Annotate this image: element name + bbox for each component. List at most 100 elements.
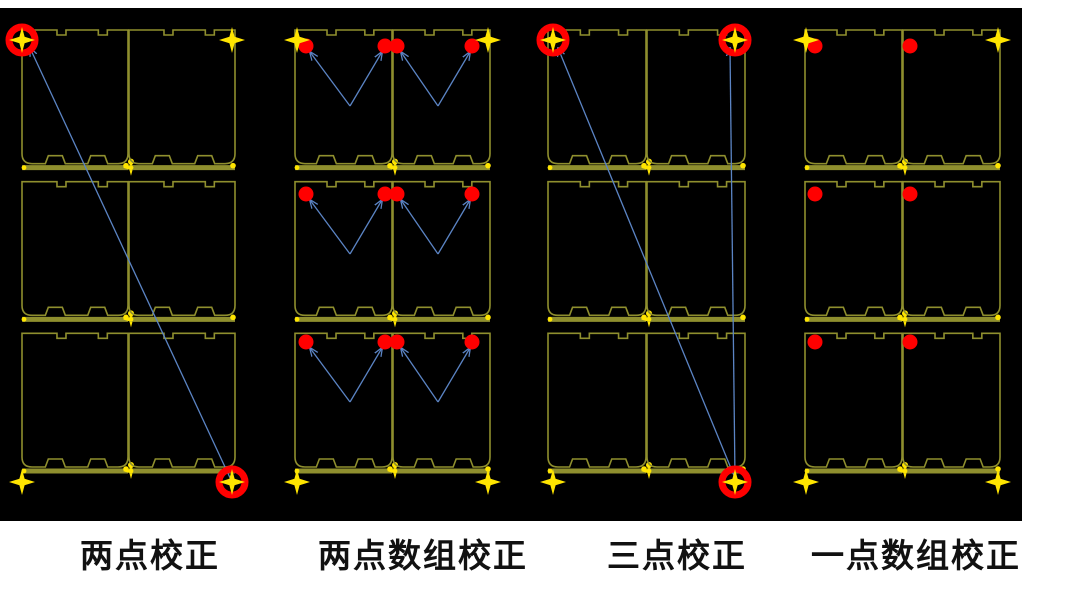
rail-fiducial-dot: [740, 162, 746, 169]
calibration-arrow: [437, 52, 470, 107]
rail-fiducial-dot: [230, 314, 236, 321]
rail-fiducial-dot: [804, 165, 810, 171]
panel-4-markers: [793, 27, 1011, 495]
rail-fiducial-dot: [547, 316, 553, 322]
calibration-arrow: [401, 200, 439, 255]
red-point-marker[interactable]: [389, 38, 405, 54]
rail-fiducial-dot: [995, 162, 1001, 169]
sub-board-outline: [646, 332, 746, 468]
black-canvas: [0, 8, 1022, 521]
sub-board-outline: [902, 29, 1001, 165]
sub-board-outline: [21, 332, 129, 468]
rail-fiducial-dot: [902, 165, 908, 171]
sub-board-outline: [902, 332, 1001, 468]
rail-fiducial-dot: [21, 165, 27, 171]
rail-fiducial-dot: [646, 165, 652, 171]
sub-board-outline: [21, 29, 129, 165]
calibration-arrow: [401, 52, 439, 107]
red-point-marker[interactable]: [298, 186, 314, 202]
sub-board-outline: [128, 332, 236, 468]
calibration-arrow: [437, 200, 470, 255]
red-point-marker[interactable]: [389, 186, 405, 202]
sub-board-outline: [21, 180, 129, 317]
calibration-arrow: [401, 348, 439, 403]
rail-fiducial-dot: [128, 468, 134, 474]
rail-fiducial-dot: [128, 165, 134, 171]
rail-fiducial-dot: [740, 314, 746, 321]
red-point-marker[interactable]: [464, 38, 480, 54]
rail-fiducial-dot: [995, 314, 1001, 321]
red-point-marker[interactable]: [807, 334, 823, 350]
rail-fiducial-dot: [230, 162, 236, 169]
rail-fiducial-dot: [547, 165, 553, 171]
sub-board-outline: [547, 29, 647, 165]
rail-fiducial-dot: [21, 316, 27, 322]
sub-board-outline: [392, 332, 491, 468]
fiducial-star-icon[interactable]: [985, 27, 1011, 53]
sub-board-outline: [804, 332, 903, 468]
calibration-arrow: [349, 52, 382, 107]
red-point-marker[interactable]: [389, 334, 405, 350]
rail-fiducial-dot: [646, 468, 652, 474]
red-point-marker[interactable]: [464, 334, 480, 350]
red-point-marker[interactable]: [377, 186, 393, 202]
sub-board-outline: [128, 180, 236, 317]
caption-panel-3: 三点校正: [607, 539, 747, 575]
sub-board-outline: [902, 180, 1001, 317]
calibration-arrow: [437, 348, 470, 403]
rail-fiducial-dot: [646, 316, 652, 322]
rail-fiducial-dot: [392, 468, 398, 474]
sub-board-outline: [294, 29, 393, 165]
red-point-marker[interactable]: [902, 186, 918, 202]
panel-1-arrows: [30, 48, 233, 483]
red-point-marker[interactable]: [298, 334, 314, 350]
sub-board-outline: [804, 29, 903, 165]
panel-2-arrows: [310, 52, 470, 403]
calibration-arrow: [349, 348, 382, 403]
red-point-marker[interactable]: [902, 38, 918, 54]
caption-panel-2: 两点数组校正: [318, 539, 528, 575]
calibration-arrow: [310, 200, 351, 255]
rail-fiducial-dot: [902, 468, 908, 474]
sub-board-outline: [294, 180, 393, 317]
rail-fiducial-dot: [392, 165, 398, 171]
calibration-arrow: [349, 200, 382, 255]
sub-board-outline: [547, 332, 647, 468]
sub-board-outline: [646, 180, 746, 317]
sub-board-outline: [547, 180, 647, 317]
rail-fiducial-dot: [485, 162, 491, 169]
rail-fiducial-dot: [902, 316, 908, 322]
panel-4-boards: [804, 29, 1001, 480]
caption-panel-1: 两点校正: [80, 539, 220, 575]
calibration-arrow: [558, 48, 736, 479]
sub-board-outline: [804, 180, 903, 317]
red-point-marker[interactable]: [377, 334, 393, 350]
caption-panel-4: 一点数组校正: [811, 539, 1021, 575]
calibration-arrow: [730, 48, 736, 479]
red-point-marker[interactable]: [807, 186, 823, 202]
rail-fiducial-dot: [294, 316, 300, 322]
sub-board-outline: [392, 29, 491, 165]
calibration-arrow: [30, 48, 233, 483]
rail-fiducial-dot: [804, 316, 810, 322]
fiducial-star-icon[interactable]: [475, 27, 501, 53]
red-point-marker[interactable]: [377, 38, 393, 54]
caption-row: 两点校正 两点数组校正 三点校正 一点数组校正: [0, 524, 1065, 590]
sub-board-outline: [294, 332, 393, 468]
calibration-arrow: [310, 52, 351, 107]
red-point-marker[interactable]: [902, 334, 918, 350]
rail-fiducial-dot: [392, 316, 398, 322]
panel-3-markers: [536, 23, 752, 499]
rail-fiducial-dot: [485, 314, 491, 321]
rail-fiducial-dot: [294, 165, 300, 171]
panel-1-markers: [5, 23, 249, 499]
panel-1-boards: [21, 29, 236, 480]
rail-fiducial-dot: [547, 468, 553, 474]
sub-board-outline: [128, 29, 236, 165]
fiducial-star-icon[interactable]: [219, 27, 245, 53]
red-point-marker[interactable]: [464, 186, 480, 202]
calibration-arrow: [310, 348, 351, 403]
panel-3-arrows: [558, 48, 736, 479]
